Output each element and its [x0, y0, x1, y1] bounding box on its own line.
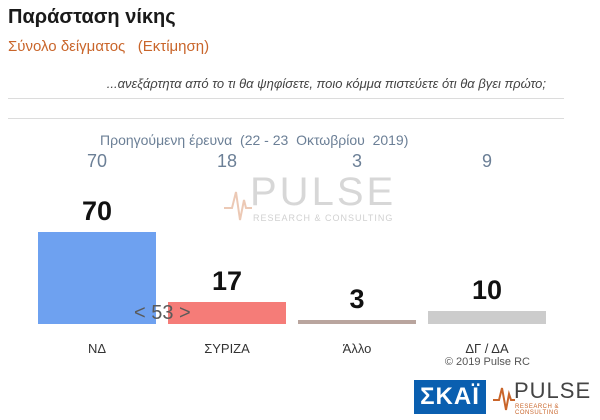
- watermark-tagline: RESEARCH & CONSULTING: [253, 213, 394, 223]
- skai-logo: ΣΚΑΪ: [414, 380, 486, 414]
- bar-nd: [38, 232, 156, 324]
- pulse-logo: PULSE: [514, 378, 592, 403]
- bar-value-dg-da: 10: [471, 274, 503, 305]
- previous-value-nd: 70: [86, 151, 108, 171]
- survey-question: ...ανεξάρτητα από το τι θα ψηφίσετε, ποι…: [106, 76, 546, 91]
- chart-title: Παράσταση νίκης: [8, 6, 176, 28]
- bar-value-nd: 70: [81, 196, 113, 226]
- chart-subtitle: Σύνολο δείγματος (Εκτίμηση): [8, 38, 210, 55]
- watermark-pulse-wave-icon: [224, 191, 252, 221]
- watermark-logo: PULSE: [250, 170, 397, 214]
- bar-allo: [298, 320, 416, 324]
- bar-value-allo: 3: [349, 284, 365, 314]
- category-label-syriza: ΣΥΡΙΖΑ: [204, 341, 250, 356]
- category-label-nd: ΝΔ: [87, 341, 107, 356]
- previous-value-syriza: 18: [216, 151, 238, 171]
- category-label-dg-da: ΔΓ / ΔΑ: [465, 341, 509, 356]
- copyright-text: © 2019 Pulse RC: [444, 356, 530, 368]
- previous-value-allo: 3: [351, 151, 362, 171]
- divider-line: [8, 118, 564, 119]
- bar-syriza: [168, 301, 286, 324]
- bar-value-syriza: 17: [211, 265, 243, 296]
- previous-survey-label: Προηγούμενη έρευνα (22 - 23 Οκτωβρίου 20…: [100, 132, 409, 148]
- annotation-label: < 53 >: [134, 302, 191, 324]
- category-label-allo: Άλλο: [342, 341, 372, 356]
- pulse-wave-icon: [493, 387, 515, 411]
- divider-line: [8, 98, 564, 99]
- previous-value-dg: 9: [481, 151, 492, 171]
- pulse-logo-tagline: RESEARCH & CONSULTING: [515, 404, 560, 416]
- bar-dg-da: [428, 310, 546, 324]
